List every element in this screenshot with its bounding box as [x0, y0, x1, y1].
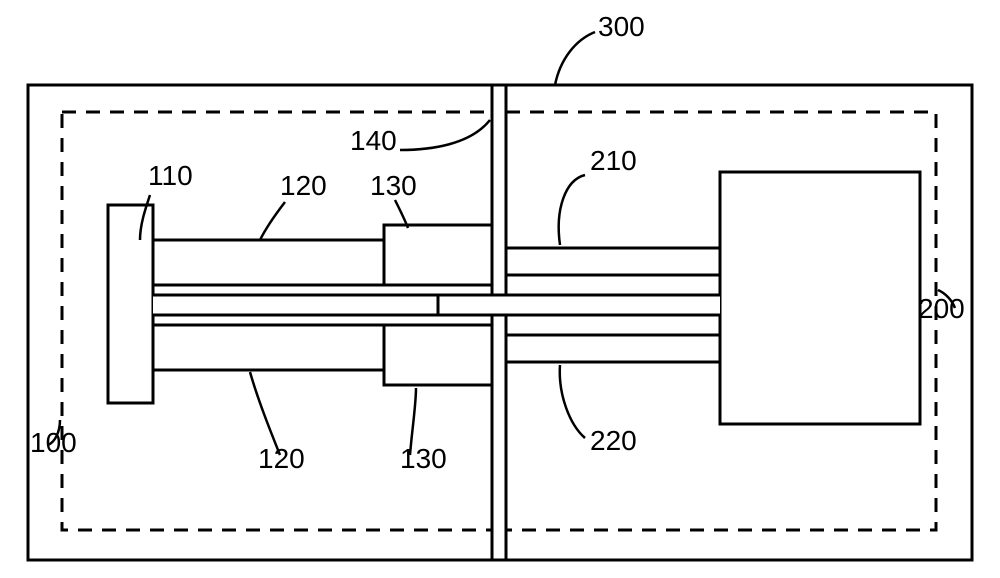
label-l140: 140 [350, 125, 397, 156]
label-l100: 100 [30, 427, 77, 458]
label-l130a: 130 [370, 170, 417, 201]
leader-l140 [400, 120, 490, 150]
label-l220: 220 [590, 425, 637, 456]
label-l210: 210 [590, 145, 637, 176]
label-l130b: 130 [400, 443, 447, 474]
label-l110: 110 [148, 160, 193, 191]
leader-l210 [559, 175, 585, 245]
block-110 [108, 205, 153, 403]
rect-130-lower [384, 325, 492, 385]
label-l200: 200 [918, 293, 965, 324]
label-l120b: 120 [258, 443, 305, 474]
diagram-svg: 300 140 210 110 120 130 100 200 120 130 220 [0, 0, 1000, 578]
leader-l300 [555, 32, 595, 85]
label-l120a: 120 [280, 170, 327, 201]
label-l300: 300 [598, 11, 645, 42]
rect-130-upper [384, 225, 492, 285]
leader-l220 [560, 365, 585, 438]
right-block [720, 172, 920, 424]
leader-l120a [260, 202, 285, 240]
